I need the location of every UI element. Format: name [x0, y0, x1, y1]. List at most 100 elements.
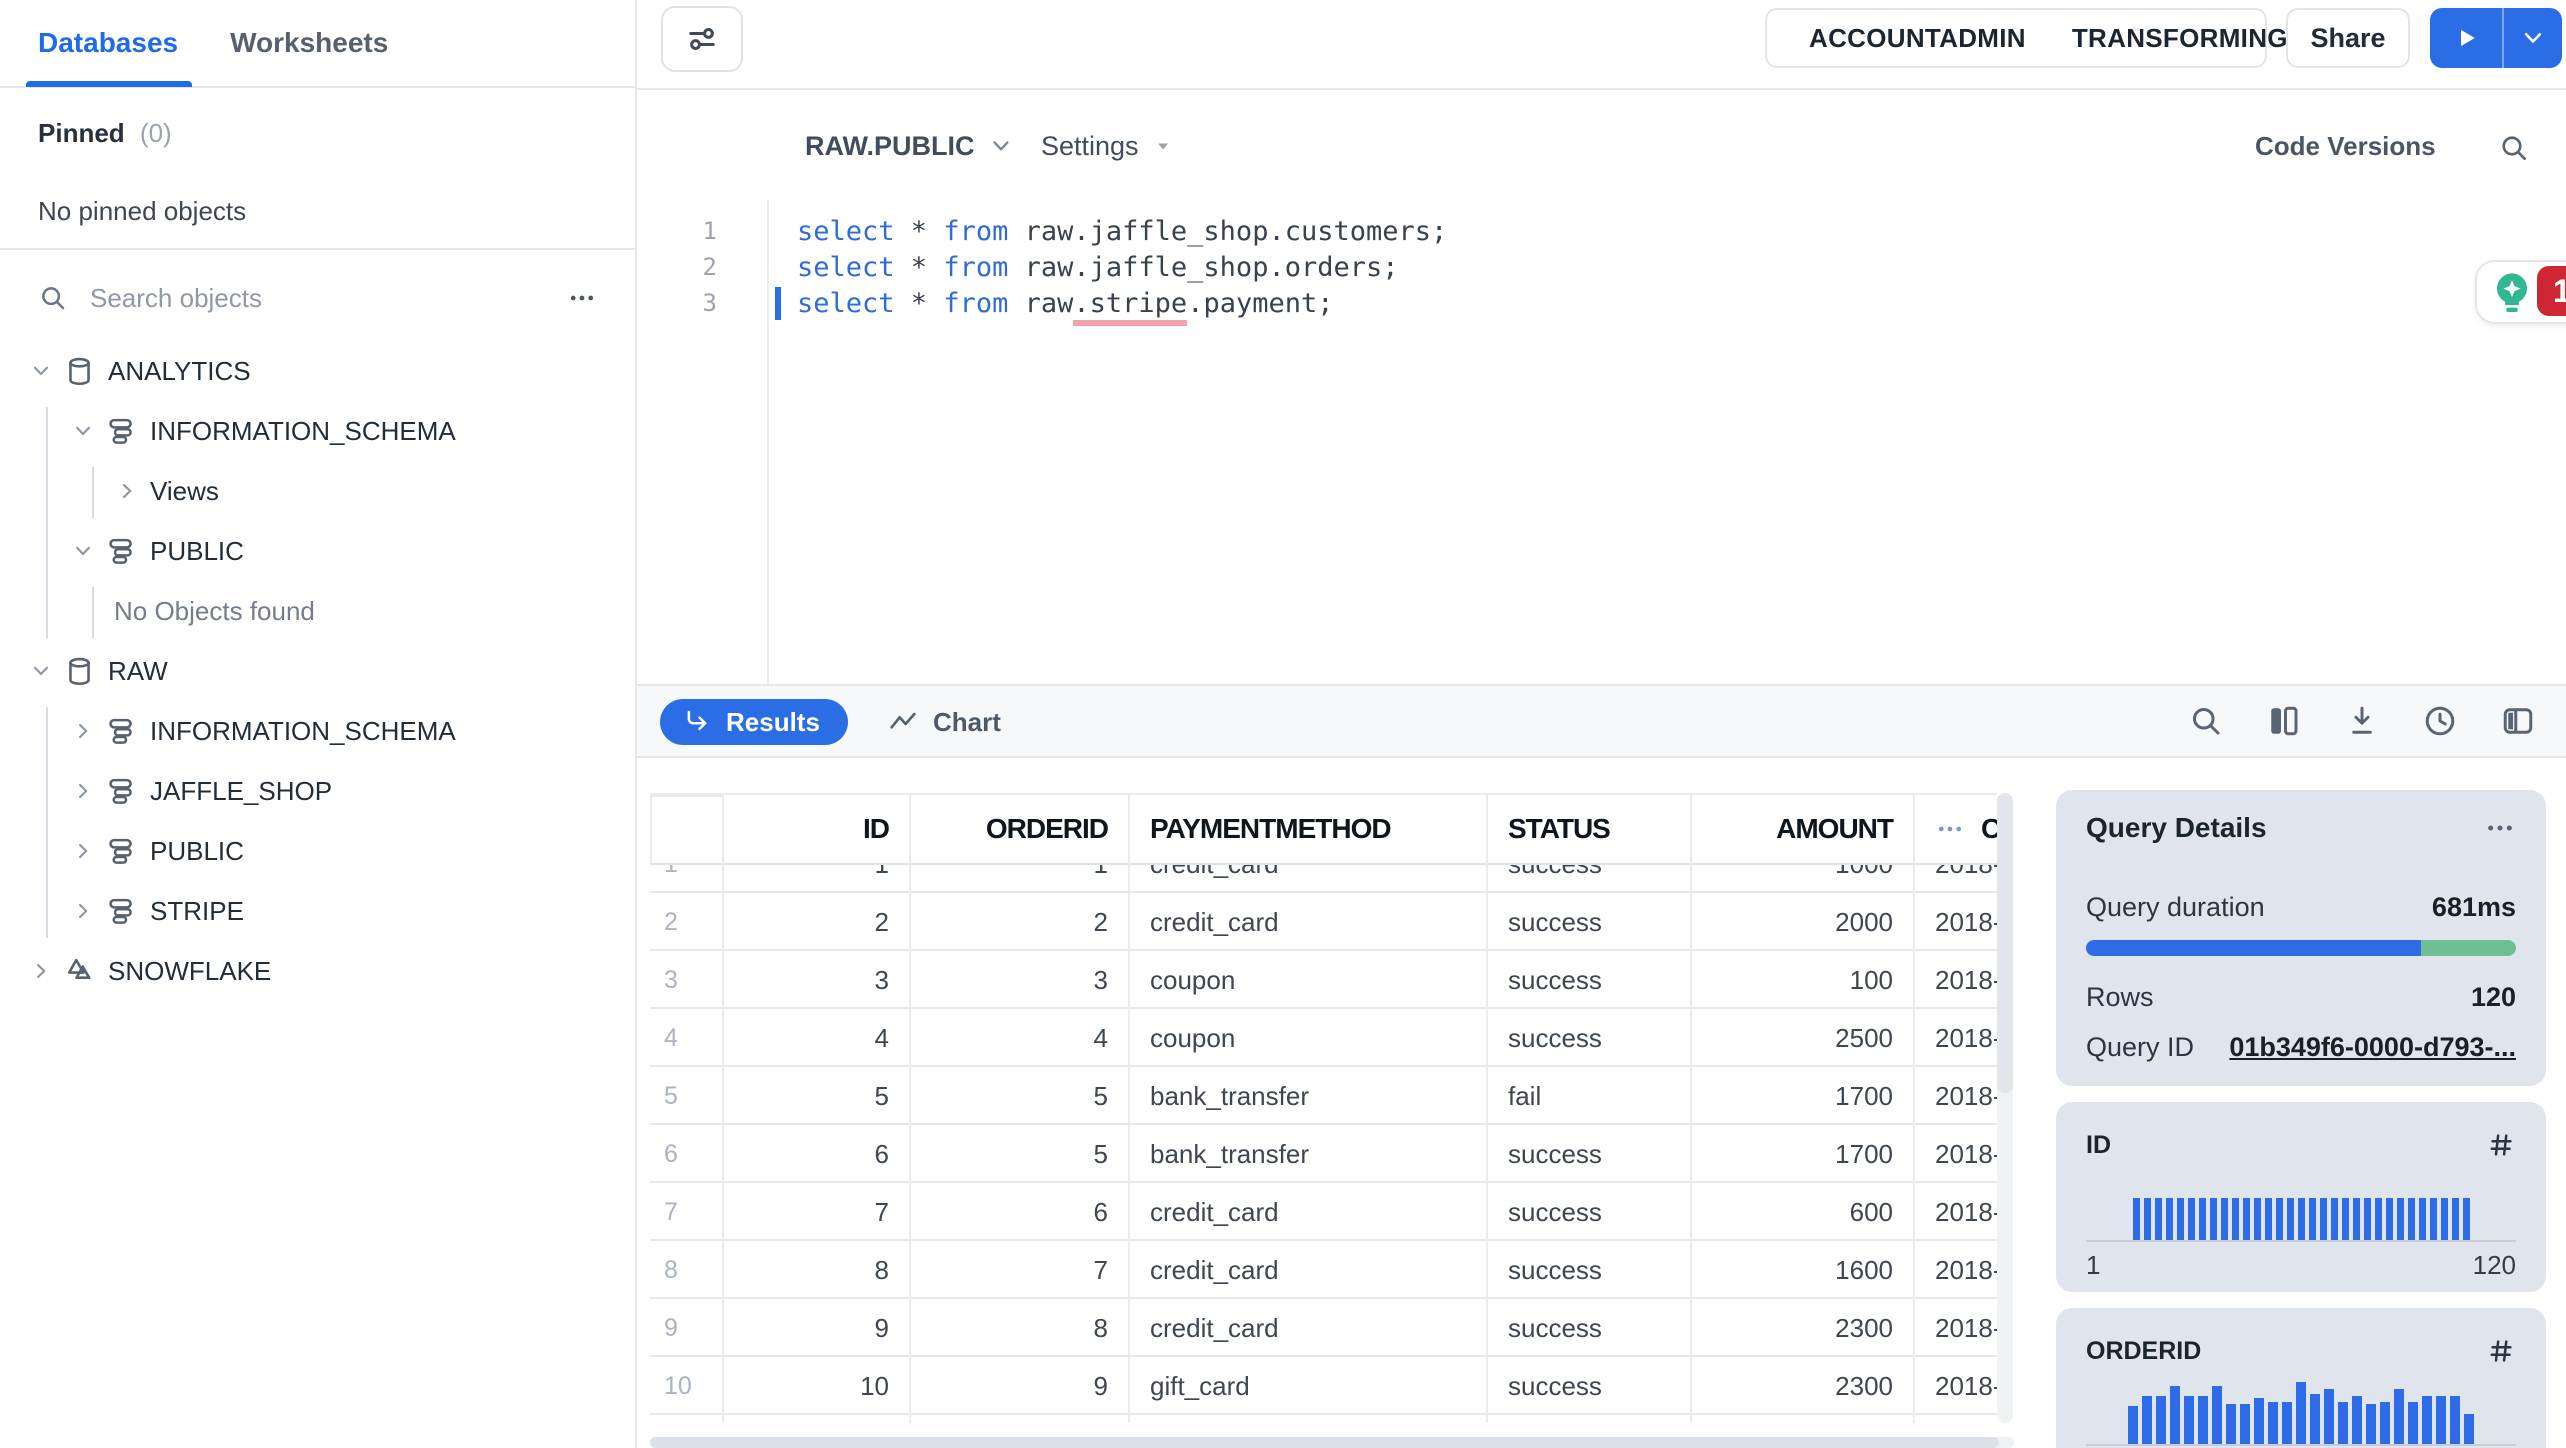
- row-number-cell[interactable]: 9: [650, 1299, 724, 1357]
- cell-status[interactable]: success: [1488, 865, 1692, 893]
- hash-icon[interactable]: [2486, 1130, 2516, 1160]
- cell-status[interactable]: success: [1488, 1125, 1692, 1183]
- cell-created[interactable]: 2018-: [1915, 1125, 1997, 1183]
- chevron-right-icon[interactable]: [28, 956, 64, 986]
- sql-editor[interactable]: 1 select * from raw.jaffle_shop.customers…: [640, 213, 2566, 326]
- table-row[interactable]: 3 3 3 coupon success 100 2018-: [650, 951, 1997, 1009]
- cell-status[interactable]: success: [1488, 1357, 1692, 1415]
- cell-created[interactable]: 2018-: [1915, 1009, 1997, 1067]
- cell-status[interactable]: fail: [1488, 1067, 1692, 1125]
- tree-item-analytics[interactable]: ANALYTICS: [0, 341, 635, 401]
- cell-id[interactable]: 10: [724, 1357, 911, 1415]
- split-panel-icon[interactable]: [2500, 703, 2536, 739]
- row-number-cell[interactable]: 8: [650, 1241, 724, 1299]
- tab-worksheets[interactable]: Worksheets: [230, 0, 388, 87]
- worksheet-filters-button[interactable]: [661, 6, 743, 72]
- row-number-cell[interactable]: 4: [650, 1009, 724, 1067]
- row-number-cell[interactable]: 7: [650, 1183, 724, 1241]
- tree-item-raw[interactable]: RAW: [0, 641, 635, 701]
- cell-amount[interactable]: 2300: [1692, 1299, 1915, 1357]
- tree-item-public[interactable]: PUBLIC: [0, 521, 635, 581]
- cell-status[interactable]: success: [1488, 951, 1692, 1009]
- cell-paymentmethod[interactable]: credit_card: [1130, 1183, 1488, 1241]
- chevron-down-icon[interactable]: [28, 656, 64, 686]
- copilot-suggestion-pill[interactable]: 1: [2475, 260, 2566, 324]
- cell-paymentmethod[interactable]: coupon: [1130, 1009, 1488, 1067]
- cell-status[interactable]: success: [1488, 1241, 1692, 1299]
- cell-orderid[interactable]: 2: [911, 893, 1130, 951]
- column-header-created[interactable]: CREATED: [1915, 795, 1997, 865]
- hash-icon[interactable]: [2486, 1336, 2516, 1366]
- cell-created[interactable]: 2018-: [1915, 1299, 1997, 1357]
- cell-status[interactable]: success: [1488, 1009, 1692, 1067]
- column-header-orderid[interactable]: ORDERID: [911, 795, 1130, 865]
- cell-amount[interactable]: 100: [1692, 951, 1915, 1009]
- results-table[interactable]: ID ORDERID PAYMENTMETHOD STATUS AMOUNT CREATE…: [650, 793, 1997, 1423]
- table-row[interactable]: 4 4 4 coupon success 2500 2018-: [650, 1009, 1997, 1067]
- cell-amount[interactable]: 1000: [1692, 865, 1915, 893]
- cell-id[interactable]: 2: [724, 893, 911, 951]
- table-row[interactable]: 5 5 5 bank_transfer fail 1700 2018-: [650, 1067, 1997, 1125]
- cell-orderid[interactable]: 3: [911, 951, 1130, 1009]
- cell-id[interactable]: 8: [724, 1241, 911, 1299]
- cell-paymentmethod[interactable]: bank_transfer: [1130, 1067, 1488, 1125]
- search-objects-input[interactable]: Search objects: [38, 272, 597, 324]
- cell-created[interactable]: 2018-: [1915, 1183, 1997, 1241]
- cell-orderid[interactable]: 8: [911, 1299, 1130, 1357]
- cell-orderid[interactable]: 5: [911, 1067, 1130, 1125]
- column-header-status[interactable]: STATUS: [1488, 795, 1692, 865]
- tree-item-snowflake[interactable]: SNOWFLAKE: [0, 941, 635, 1001]
- settings-menu[interactable]: Settings: [1041, 120, 1175, 172]
- cell-orderid[interactable]: 9: [911, 1357, 1130, 1415]
- chevron-right-icon[interactable]: [70, 896, 106, 926]
- cell-created[interactable]: 2018-: [1915, 1357, 1997, 1415]
- cell-amount[interactable]: 600: [1692, 1183, 1915, 1241]
- table-row[interactable]: 2 2 2 credit_card success 2000 2018-: [650, 893, 1997, 951]
- tab-results[interactable]: Results: [660, 699, 848, 745]
- cell-created[interactable]: [1915, 1415, 1997, 1423]
- cell-created[interactable]: 2018-: [1915, 1067, 1997, 1125]
- cell-amount[interactable]: 2500: [1692, 1009, 1915, 1067]
- cell-orderid[interactable]: [911, 1415, 1130, 1423]
- chevron-right-icon[interactable]: [70, 716, 106, 746]
- tree-item-jaffle-shop[interactable]: JAFFLE_SHOP: [0, 761, 635, 821]
- tree-item-views[interactable]: Views: [0, 461, 635, 521]
- cell-orderid[interactable]: 1: [911, 865, 1130, 893]
- table-row[interactable]: 10 10 9 gift_card success 2300 2018-: [650, 1357, 1997, 1415]
- tree-item-information-schema[interactable]: INFORMATION_SCHEMA: [0, 701, 635, 761]
- editor-search-button[interactable]: [2498, 124, 2530, 172]
- code-line[interactable]: 1 select * from raw.jaffle_shop.customers…: [640, 213, 2566, 249]
- chevron-down-icon[interactable]: [70, 536, 106, 566]
- query-id-link[interactable]: 01b349f6-0000-d793-...: [2229, 1032, 2516, 1062]
- cell-paymentmethod[interactable]: [1130, 1415, 1488, 1423]
- cell-id[interactable]: 4: [724, 1009, 911, 1067]
- cell-id[interactable]: 1: [724, 865, 911, 893]
- cell-amount[interactable]: 2000: [1692, 893, 1915, 951]
- tree-item-public[interactable]: PUBLIC: [0, 821, 635, 881]
- row-number-cell[interactable]: [650, 1415, 724, 1423]
- cell-id[interactable]: 5: [724, 1067, 911, 1125]
- tab-chart[interactable]: Chart: [887, 699, 1001, 745]
- cell-amount[interactable]: 1700: [1692, 1067, 1915, 1125]
- row-number-cell[interactable]: 3: [650, 951, 724, 1009]
- tab-databases[interactable]: Databases: [25, 0, 193, 87]
- tree-item-stripe[interactable]: STRIPE: [0, 881, 635, 941]
- cell-paymentmethod[interactable]: credit_card: [1130, 893, 1488, 951]
- cell-id[interactable]: 7: [724, 1183, 911, 1241]
- table-vertical-scrollbar[interactable]: [1997, 793, 2013, 1423]
- cell-orderid[interactable]: 7: [911, 1241, 1130, 1299]
- cell-id[interactable]: 6: [724, 1125, 911, 1183]
- chevron-right-icon[interactable]: [70, 836, 106, 866]
- cell-status[interactable]: success: [1488, 893, 1692, 951]
- cell-created[interactable]: 2018-: [1915, 951, 1997, 1009]
- cell-orderid[interactable]: 5: [911, 1125, 1130, 1183]
- table-row[interactable]: 111credit_cardsuccess10002018-: [650, 865, 1997, 893]
- column-header-amount[interactable]: AMOUNT: [1692, 795, 1915, 865]
- code-line[interactable]: 2 select * from raw.jaffle_shop.orders;: [640, 249, 2566, 285]
- run-button[interactable]: [2430, 8, 2502, 68]
- cell-paymentmethod[interactable]: credit_card: [1130, 865, 1488, 893]
- table-row-clipped[interactable]: 111credit_cardsuccess10002018-: [650, 865, 1997, 893]
- cell-status[interactable]: success: [1488, 1299, 1692, 1357]
- cell-status[interactable]: success: [1488, 1183, 1692, 1241]
- cell-amount[interactable]: [1692, 1415, 1915, 1423]
